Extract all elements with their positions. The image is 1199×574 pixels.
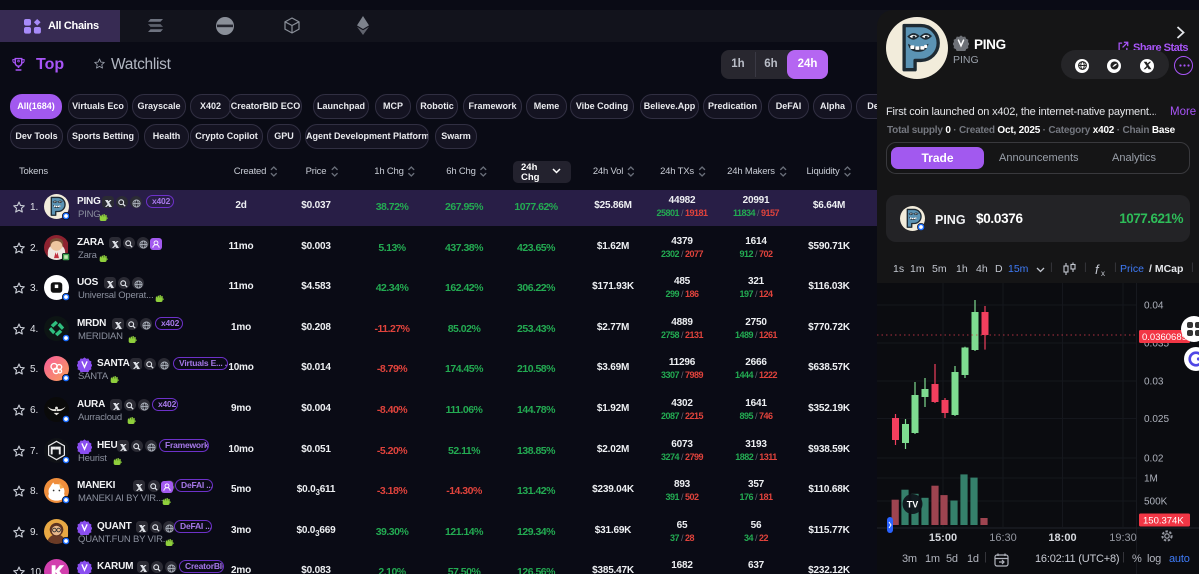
svg-text:19:30: 19:30 [1109,532,1137,544]
svg-text:16:30: 16:30 [989,532,1017,544]
svg-text:0.02: 0.02 [1144,454,1164,465]
svg-text:0.0360689: 0.0360689 [1142,332,1187,343]
svg-text:15:00: 15:00 [929,532,957,544]
svg-text:x: x [1101,269,1105,277]
svg-text:18:00: 18:00 [1048,532,1076,544]
svg-text:1M: 1M [1144,474,1158,485]
svg-text:0.025: 0.025 [1144,414,1169,425]
svg-text:0.03: 0.03 [1144,377,1164,388]
svg-text:f: f [1095,262,1100,277]
svg-text:150.374K: 150.374K [1143,516,1184,527]
svg-text:500K: 500K [1144,497,1168,508]
svg-text:TV: TV [907,500,919,510]
svg-text:0.035: 0.035 [1144,339,1169,350]
svg-text:0.04: 0.04 [1144,301,1164,312]
